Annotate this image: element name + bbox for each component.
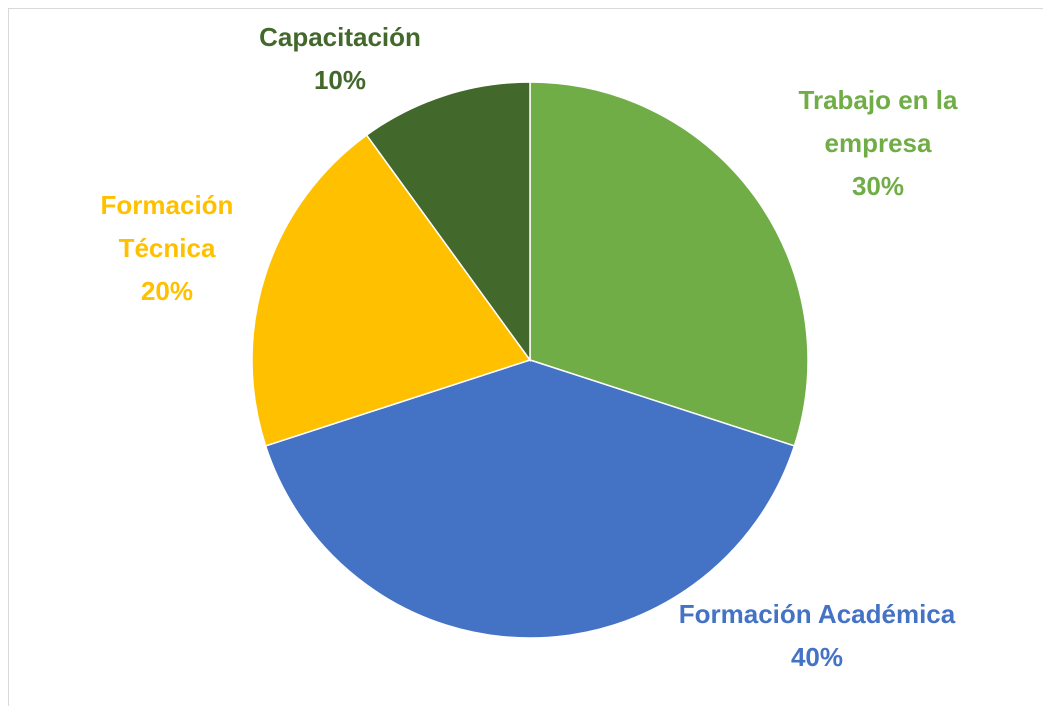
value-label: 20% bbox=[140, 276, 194, 306]
category-label: Formación Académica bbox=[678, 599, 956, 629]
data-label: Formación Académica 40% bbox=[637, 593, 997, 679]
value-label: 30% bbox=[851, 171, 905, 201]
category-label: Capacitación bbox=[259, 22, 421, 52]
data-label: Capacitación 10% bbox=[230, 16, 450, 102]
category-label: Trabajo en la empresa bbox=[798, 85, 958, 158]
pie-slice bbox=[529, 81, 809, 447]
category-label: Formación Técnica bbox=[100, 190, 234, 263]
pie-slice bbox=[251, 134, 532, 447]
data-label: Formación Técnica 20% bbox=[77, 184, 257, 313]
pie-slice bbox=[365, 81, 531, 363]
data-label: Trabajo en la empresa 30% bbox=[773, 79, 983, 208]
chart-border bbox=[8, 8, 1043, 706]
value-label: 40% bbox=[790, 642, 844, 672]
pie-slice bbox=[264, 359, 796, 639]
value-label: 10% bbox=[313, 65, 367, 95]
